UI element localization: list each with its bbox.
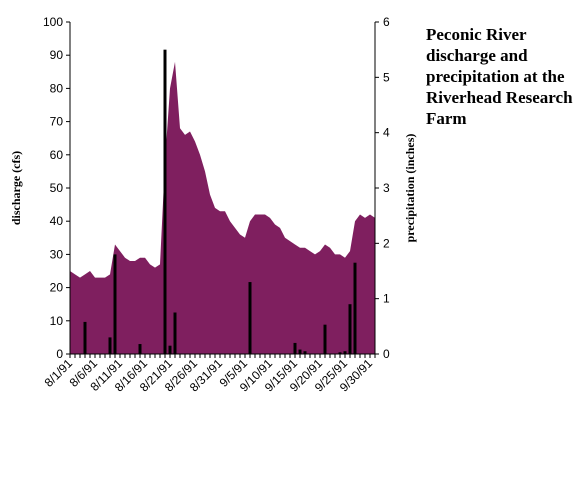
y-tick-label-right: 1 [383,292,390,306]
y-tick-label-left: 100 [43,15,63,29]
precipitation-bar-9/25/91 [343,351,347,354]
y-tick-label-left: 10 [50,314,64,328]
precipitation-bar-8/4/91 [83,321,87,354]
precipitation-bar-9/17/91 [303,351,307,354]
precipitation-bar-9/21/91 [323,324,327,354]
y-tick-label-left: 90 [50,48,64,62]
precipitation-bar-9/24/91 [338,352,342,354]
y-tick-label-right: 0 [383,347,390,361]
y-axis-label-right: precipitation (inches) [403,134,417,243]
precipitation-bar-8/15/91 [138,344,142,354]
precipitation-bar-8/10/91 [113,254,117,354]
y-tick-label-left: 20 [50,281,64,295]
precipitation-bar-9/15/91 [293,342,297,354]
y-tick-label-left: 30 [50,247,64,261]
y-tick-label-right: 2 [383,236,390,250]
y-tick-label-left: 50 [50,181,64,195]
y-tick-label-right: 5 [383,70,390,84]
y-tick-label-right: 3 [383,181,390,195]
y-tick-label-right: 4 [383,126,390,140]
y-tick-label-left: 60 [50,148,64,162]
precipitation-bar-8/22/91 [173,312,177,354]
y-tick-label-left: 80 [50,81,64,95]
precipitation-bar-9/16/91 [298,349,302,354]
y-tick-label-right: 6 [383,15,390,29]
plot-area [70,49,375,355]
precipitation-bar-8/20/91 [163,49,167,355]
precipitation-bar-8/21/91 [168,345,172,354]
precipitation-bar-9/26/91 [348,304,352,354]
discharge-area [70,61,375,355]
chart-title: Peconic River discharge and precipitatio… [426,25,573,128]
precipitation-bar-8/9/91 [108,337,112,354]
y-tick-label-left: 70 [50,115,64,129]
y-axis-label-left: discharge (cfs) [9,151,23,225]
precipitation-bar-9/27/91 [353,262,357,354]
y-tick-label-left: 40 [50,214,64,228]
precipitation-bar-9/6/91 [248,282,252,354]
y-tick-label-left: 0 [56,347,63,361]
